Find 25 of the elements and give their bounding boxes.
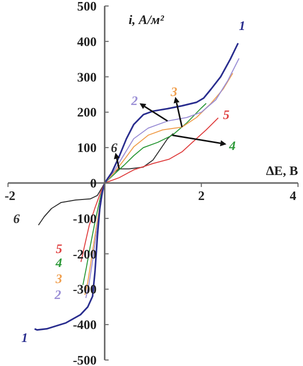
text: 3 (170, 84, 178, 100)
text: 1 (238, 18, 246, 34)
x-tick-label: 2 (198, 188, 205, 203)
y-tick-label: 200 (77, 104, 97, 120)
y-tick-label: 100 (77, 140, 97, 156)
series-label: 3 (54, 270, 63, 286)
y-axis-title: i, А/м² (128, 12, 165, 27)
text: 4 (229, 138, 236, 154)
series-label: 5 (223, 106, 230, 122)
series-label: 4 (54, 254, 63, 270)
x-tick-label: -2 (4, 188, 16, 203)
text: 5 (56, 240, 62, 256)
series-label: 2 (130, 93, 138, 108)
line-series (38, 132, 174, 226)
series-label: 1 (21, 330, 28, 345)
text: 6 (13, 211, 20, 226)
x-tick-label: 4 (290, 188, 297, 203)
series-label: 6 (110, 140, 118, 155)
text: 2 (54, 287, 62, 302)
y-tick-label: 300 (77, 69, 97, 84)
y-tick-label: 500 (77, 0, 97, 14)
y-tick-label: -400 (72, 317, 97, 332)
y-tick-label: 400 (77, 34, 97, 49)
y-tick-label: -500 (72, 352, 97, 366)
x-axis-title: ΔE, В (266, 163, 298, 178)
